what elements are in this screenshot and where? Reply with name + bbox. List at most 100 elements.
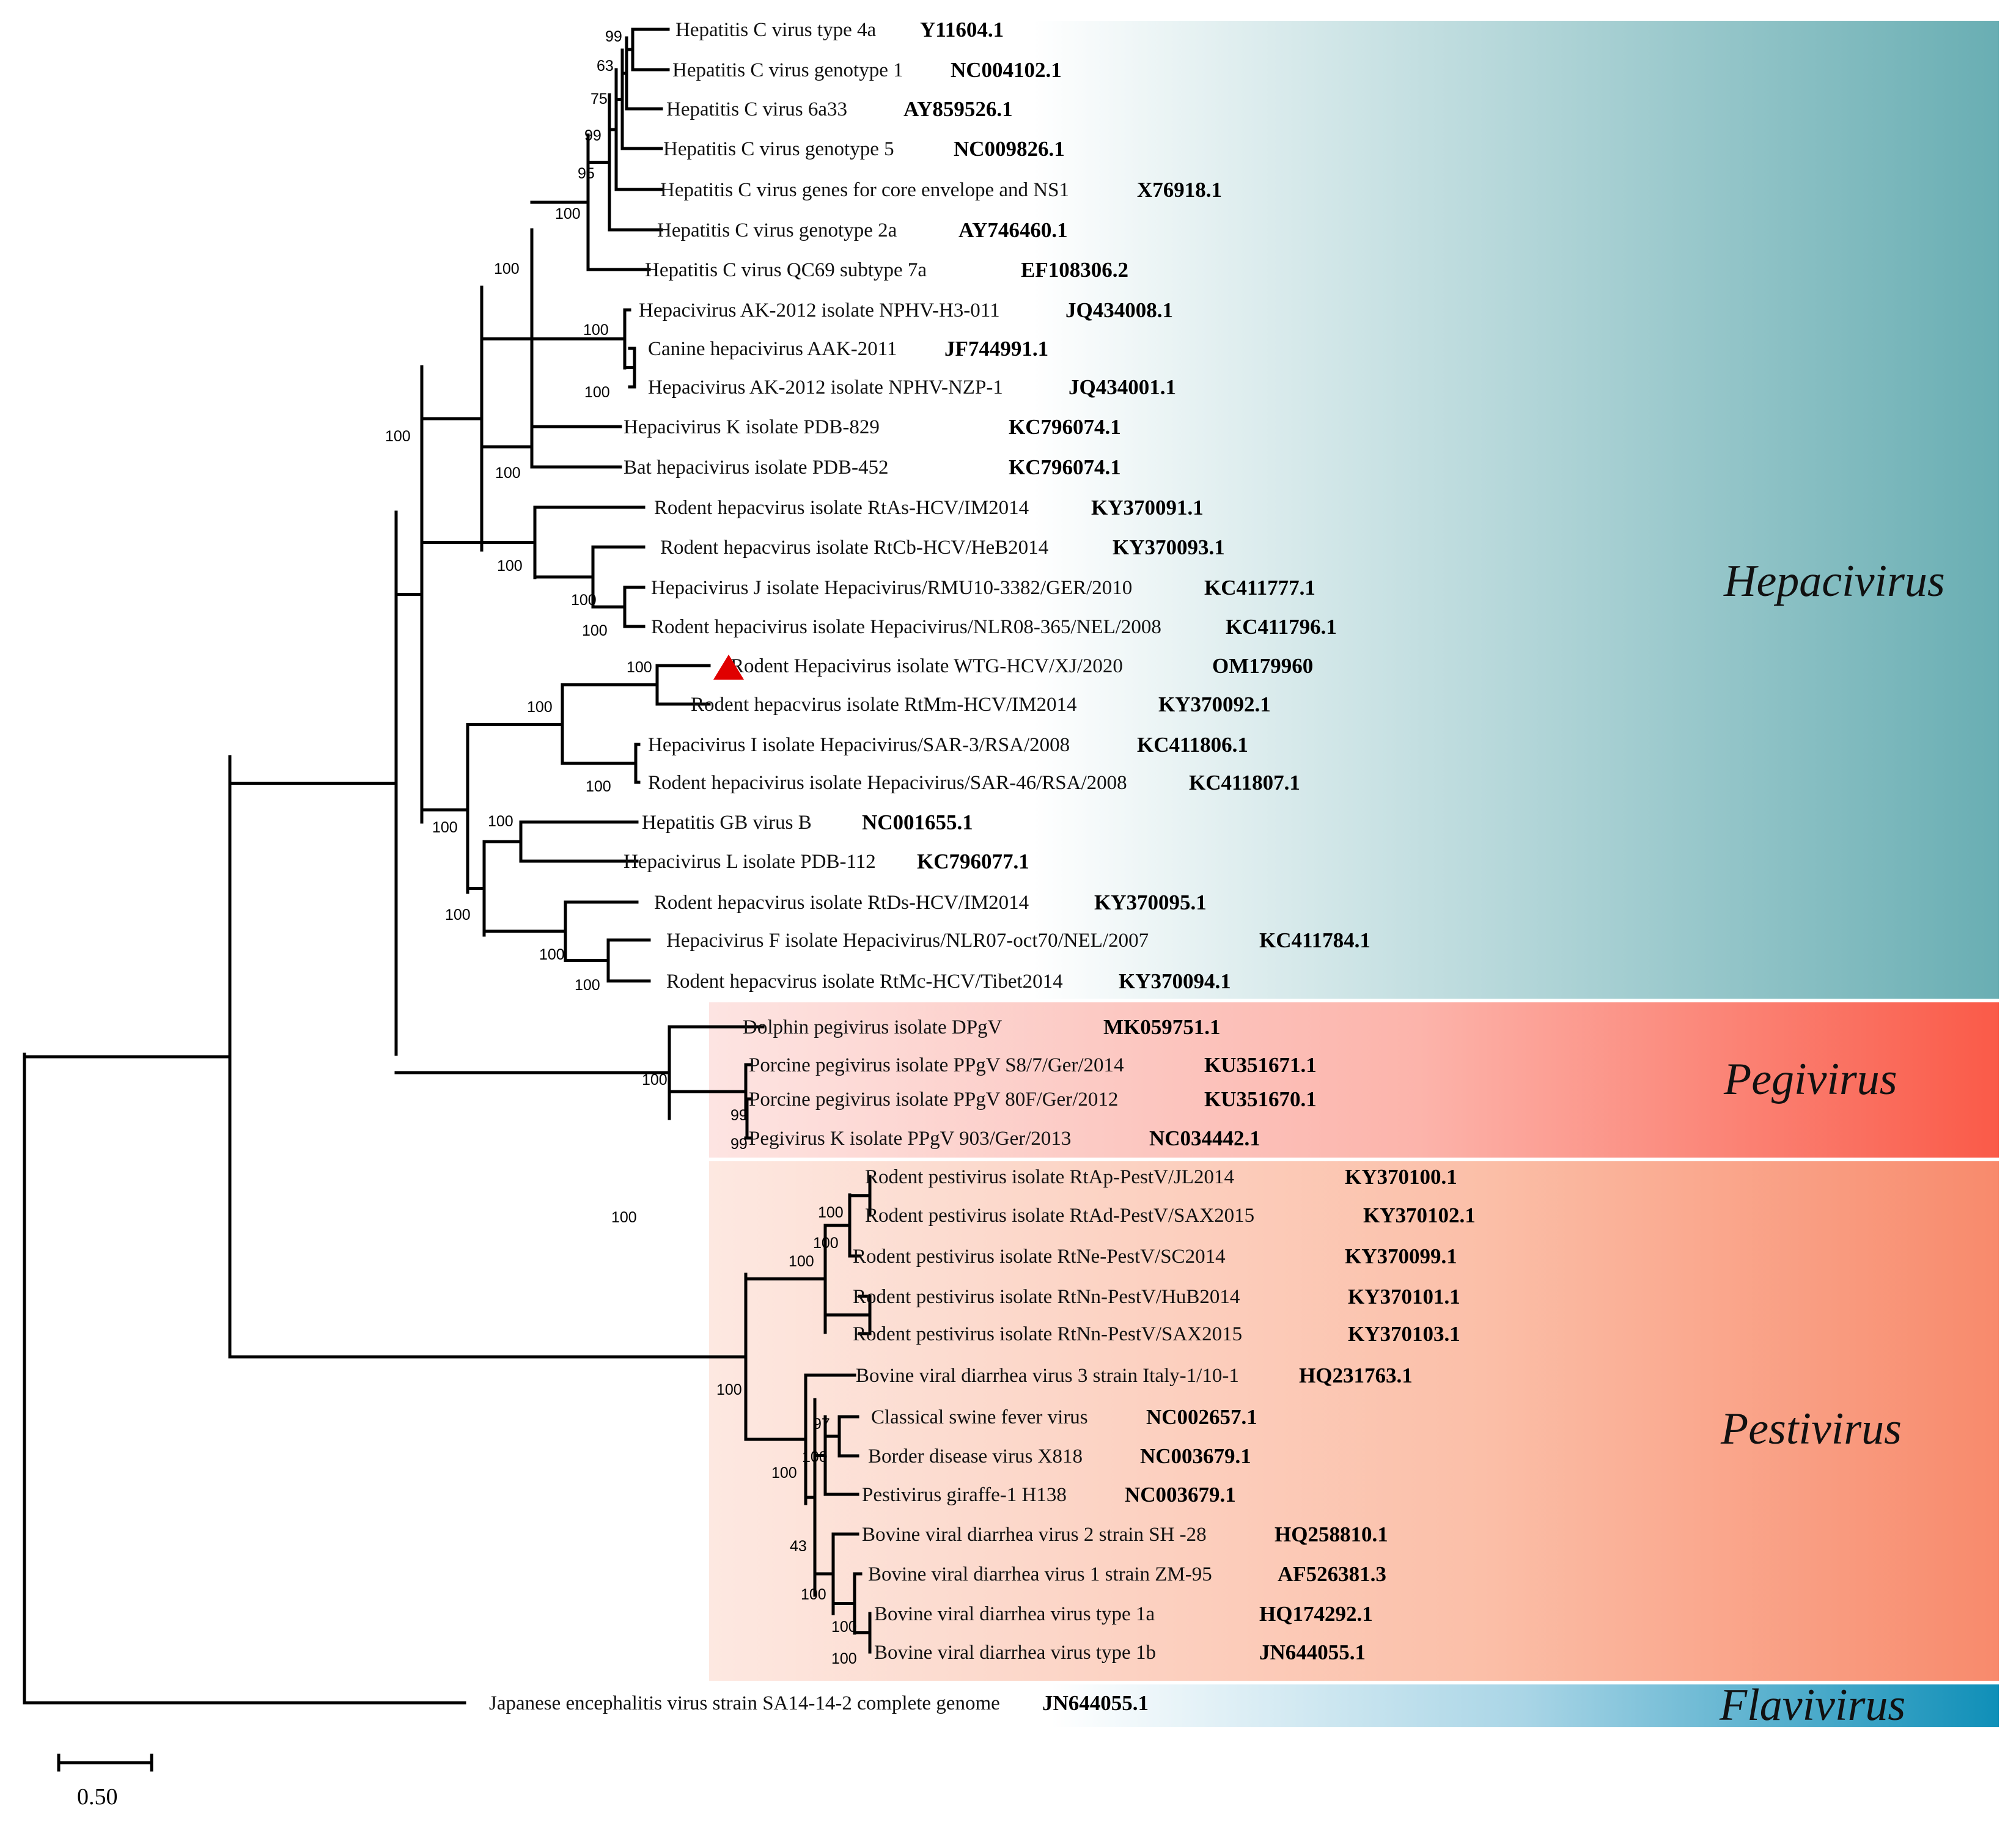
accession-number: JF744991.1 (944, 337, 1048, 361)
tip-label: Dolphin pegivirus isolate DPgV MK059751.1 (743, 1015, 1221, 1039)
accession-number: KC796077.1 (917, 850, 1029, 873)
bootstrap-value: 100 (813, 1235, 839, 1252)
clade-labels: Hepacivirus Pegivirus Pestivirus Flavivi… (1719, 556, 1945, 1730)
taxon-name: Hepacivirus AK-2012 isolate NPHV-H3-011 (639, 299, 1000, 321)
tip-label: Rodent hepacvirus isolate RtAs-HCV/IM201… (654, 496, 1204, 520)
bootstrap-value: 99 (730, 1136, 748, 1153)
accession-number: AY859526.1 (903, 97, 1013, 121)
accession-number: NC003679.1 (1140, 1444, 1251, 1468)
tip-label: Japanese encephalitis virus strain SA14-… (489, 1691, 1149, 1715)
bootstrap-value: 100 (771, 1464, 797, 1482)
accession-number: NC001655.1 (862, 810, 973, 834)
bootstrap-value: 100 (385, 428, 411, 445)
bootstrap-value: 100 (611, 1209, 637, 1226)
tip-label: Hepacivirus I isolate Hepacivirus/SAR-3/… (648, 733, 1248, 757)
clade-label-pestivirus: Pestivirus (1720, 1404, 1902, 1454)
bootstrap-value: 100 (831, 1650, 857, 1667)
tip-label: Rodent pestivirus isolate RtAd-PestV/SAX… (865, 1203, 1476, 1227)
accession-number: KC796074.1 (1009, 455, 1121, 479)
taxon-name: Bovine viral diarrhea virus 1 strain ZM-… (868, 1563, 1212, 1585)
accession-number: KY370092.1 (1158, 692, 1271, 716)
tip-label: Hepatitis C virus genotype 1 NC004102.1 (672, 58, 1062, 82)
tip-label: Hepatitis GB virus B NC001655.1 (642, 810, 973, 834)
accession-number: KC411806.1 (1137, 733, 1248, 757)
taxon-name: Border disease virus X818 (868, 1445, 1083, 1467)
bootstrap-value: 100 (584, 384, 610, 401)
tip-label: Rodent hepacivirus isolate Hepacivirus/N… (651, 615, 1337, 639)
accession-number: KY370099.1 (1345, 1244, 1457, 1268)
tip-label: Rodent hepacvirus isolate RtMc-HCV/Tibet… (666, 969, 1231, 993)
accession-number: JN644055.1 (1042, 1691, 1149, 1715)
bootstrap-value: 100 (831, 1618, 857, 1636)
taxon-name: Hepatitis C virus genotype 2a (657, 219, 897, 241)
bootstrap-value: 63 (597, 57, 614, 75)
accession-number: HQ258810.1 (1275, 1522, 1388, 1546)
bootstrap-value: 99 (584, 127, 601, 144)
clade-bands (709, 21, 1999, 1727)
tip-label: Hepacivirus F isolate Hepacivirus/NLR07-… (666, 928, 1370, 952)
bootstrap-value: 100 (527, 699, 553, 716)
tip-label: Pegivirus K isolate PPgV 903/Ger/2013 NC0… (749, 1126, 1260, 1150)
accession-number: HQ174292.1 (1259, 1602, 1373, 1626)
bootstrap-value: 100 (582, 622, 608, 639)
accession-number: KY370103.1 (1348, 1322, 1460, 1346)
taxon-name: Pegivirus K isolate PPgV 903/Ger/2013 (749, 1128, 1071, 1150)
bootstrap-value: 100 (818, 1204, 844, 1221)
tip-label: Rodent hepacvirus isolate RtCb-HCV/HeB20… (660, 535, 1225, 559)
bootstrap-value: 100 (432, 819, 458, 836)
tip-label: Porcine pegivirus isolate PPgV S8/7/Ger/… (749, 1053, 1317, 1077)
taxon-name: Hepacivirus J isolate Hepacivirus/RMU10-… (651, 577, 1132, 599)
tip-label: Bovine viral diarrhea virus 1 strain ZM-… (868, 1562, 1386, 1586)
taxon-name: Rodent Hepacivirus isolate WTG-HCV/XJ/20… (730, 655, 1123, 677)
hepacivirus-band (1033, 21, 1999, 999)
tip-label: Porcine pegivirus isolate PPgV 80F/Ger/2… (749, 1087, 1317, 1111)
taxon-name: Rodent hepacvirus isolate RtMc-HCV/Tibet… (666, 971, 1063, 993)
tip-label: Rodent Hepacivirus isolate WTG-HCV/XJ/20… (730, 654, 1313, 678)
bootstrap-value: 100 (575, 977, 600, 994)
tip-label: Rodent pestivirus isolate RtNn-PestV/SAX… (853, 1322, 1460, 1346)
accession-number: KY370095.1 (1094, 890, 1207, 914)
accession-number: EF108306.2 (1021, 258, 1128, 282)
bootstrap-labels: 9963759995100100100100100100100100100100… (385, 28, 857, 1667)
accession-number: KY370091.1 (1091, 496, 1204, 520)
bootstrap-value: 99 (605, 28, 622, 45)
tip-label: Rodent pestivirus isolate RtNe-PestV/SC2… (853, 1244, 1457, 1268)
accession-number: KC411784.1 (1259, 928, 1370, 952)
taxon-name: Hepatitis C virus genotype 1 (672, 59, 903, 81)
tip-labels: Hepatitis C virus type 4a Y11604.1 Hepatit… (489, 18, 1476, 1715)
tip-label: Hepatitis C virus QC69 subtype 7a EF10830… (645, 258, 1128, 282)
tip-label: Rodent pestivirus isolate RtNn-PestV/HuB… (853, 1285, 1460, 1309)
taxon-name: Bovine viral diarrhea virus 2 strain SH … (862, 1524, 1207, 1546)
tip-label: Hepacivirus AK-2012 isolate NPHV-NZP-1 JQ… (648, 375, 1176, 399)
accession-number: NC003679.1 (1125, 1483, 1236, 1507)
tip-label: Canine hepacivirus AAK-2011 JF744991.1 (648, 337, 1048, 361)
accession-number: KY370100.1 (1345, 1165, 1457, 1189)
tip-label: Classical swine fever virus NC002657.1 (871, 1405, 1257, 1429)
tip-label: Hepatitis C virus genotype 2a AY746460.1 (657, 218, 1068, 242)
bootstrap-value: 100 (497, 557, 523, 575)
tip-label: Hepatitis C virus type 4a Y11604.1 (675, 18, 1004, 42)
clade-label-pegivirus: Pegivirus (1723, 1054, 1897, 1104)
tip-label: Bovine viral diarrhea virus 3 strain Ita… (856, 1364, 1413, 1387)
bootstrap-value: 43 (790, 1538, 807, 1555)
tip-label: Bat hepacivirus isolate PDB-452 KC796074.… (624, 455, 1121, 479)
tip-label: Rodent hepacvirus isolate RtDs-HCV/IM201… (654, 890, 1207, 914)
accession-number: OM179960 (1212, 654, 1313, 678)
taxon-name: Rodent pestivirus isolate RtNe-PestV/SC2… (853, 1246, 1226, 1268)
taxon-name: Bovine viral diarrhea virus type 1b (874, 1642, 1156, 1664)
accession-number: HQ231763.1 (1299, 1364, 1413, 1387)
accession-number: X76918.1 (1137, 178, 1222, 202)
bootstrap-value: 95 (578, 165, 595, 182)
accession-number: KU351671.1 (1204, 1053, 1317, 1077)
taxon-name: Hepacivirus L isolate PDB-112 (624, 851, 876, 873)
accession-number: NC004102.1 (951, 58, 1062, 82)
taxon-name: Pestivirus giraffe-1 H138 (862, 1484, 1067, 1506)
taxon-name: Bovine viral diarrhea virus type 1a (874, 1603, 1155, 1625)
tip-label: Hepacivirus L isolate PDB-112 KC796077.1 (624, 850, 1029, 873)
taxon-name: Rodent hepacvirus isolate RtDs-HCV/IM201… (654, 892, 1029, 914)
taxon-name: Hepatitis C virus QC69 subtype 7a (645, 259, 927, 281)
taxon-name: Classical swine fever virus (871, 1406, 1088, 1428)
tip-label: Hepatitis C virus genes for core envelop… (660, 178, 1222, 202)
bootstrap-value: 100 (627, 659, 652, 676)
taxon-name: Hepatitis GB virus B (642, 812, 812, 834)
